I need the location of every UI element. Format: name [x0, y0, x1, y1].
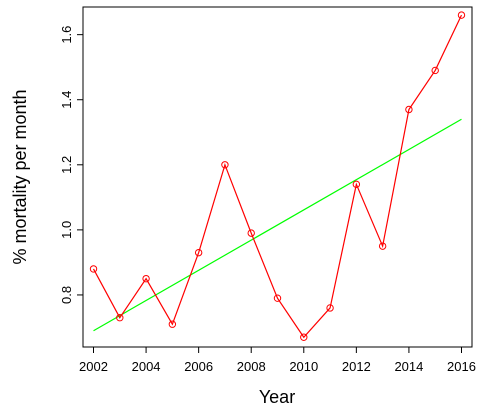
series-line — [92, 14, 463, 339]
x-tick-label: 2004 — [132, 359, 161, 374]
data-point — [116, 314, 124, 322]
data-point — [142, 274, 150, 283]
x-tick-label: 2006 — [184, 359, 213, 374]
data-point — [326, 304, 334, 312]
x-tick-label: 2012 — [342, 359, 371, 374]
y-tick-label: 0.8 — [59, 286, 74, 304]
x-axis: 2002 2004 2006 2008 2010 2012 2014 2016 — [79, 347, 476, 374]
data-point — [378, 242, 387, 250]
x-tick-label: 2016 — [447, 359, 476, 374]
y-tick-label: 1.0 — [59, 221, 74, 239]
series-group — [89, 11, 466, 341]
x-tick-label: 2014 — [394, 359, 423, 374]
data-point — [405, 105, 413, 114]
data-point — [247, 229, 255, 237]
x-tick-label: 2002 — [79, 359, 108, 374]
data-point — [168, 320, 177, 328]
y-tick-label: 1.6 — [59, 26, 74, 44]
data-point — [431, 66, 439, 75]
x-tick-label: 2010 — [289, 359, 318, 374]
plot-frame — [82, 6, 473, 348]
y-tick-label: 1.2 — [59, 156, 74, 174]
data-point — [352, 180, 361, 189]
data-point — [300, 333, 308, 341]
y-axis: 0.8 1.0 1.2 1.4 1.6 — [59, 26, 83, 304]
data-point — [89, 265, 98, 273]
data-point — [221, 161, 229, 169]
data-point — [457, 11, 466, 19]
x-axis-title: Year — [259, 387, 295, 407]
data-point — [273, 294, 282, 302]
y-tick-label: 1.4 — [59, 91, 74, 109]
x-tick-label: 2008 — [237, 359, 266, 374]
data-point — [194, 248, 203, 257]
y-axis-title: % mortality per month — [10, 89, 30, 264]
